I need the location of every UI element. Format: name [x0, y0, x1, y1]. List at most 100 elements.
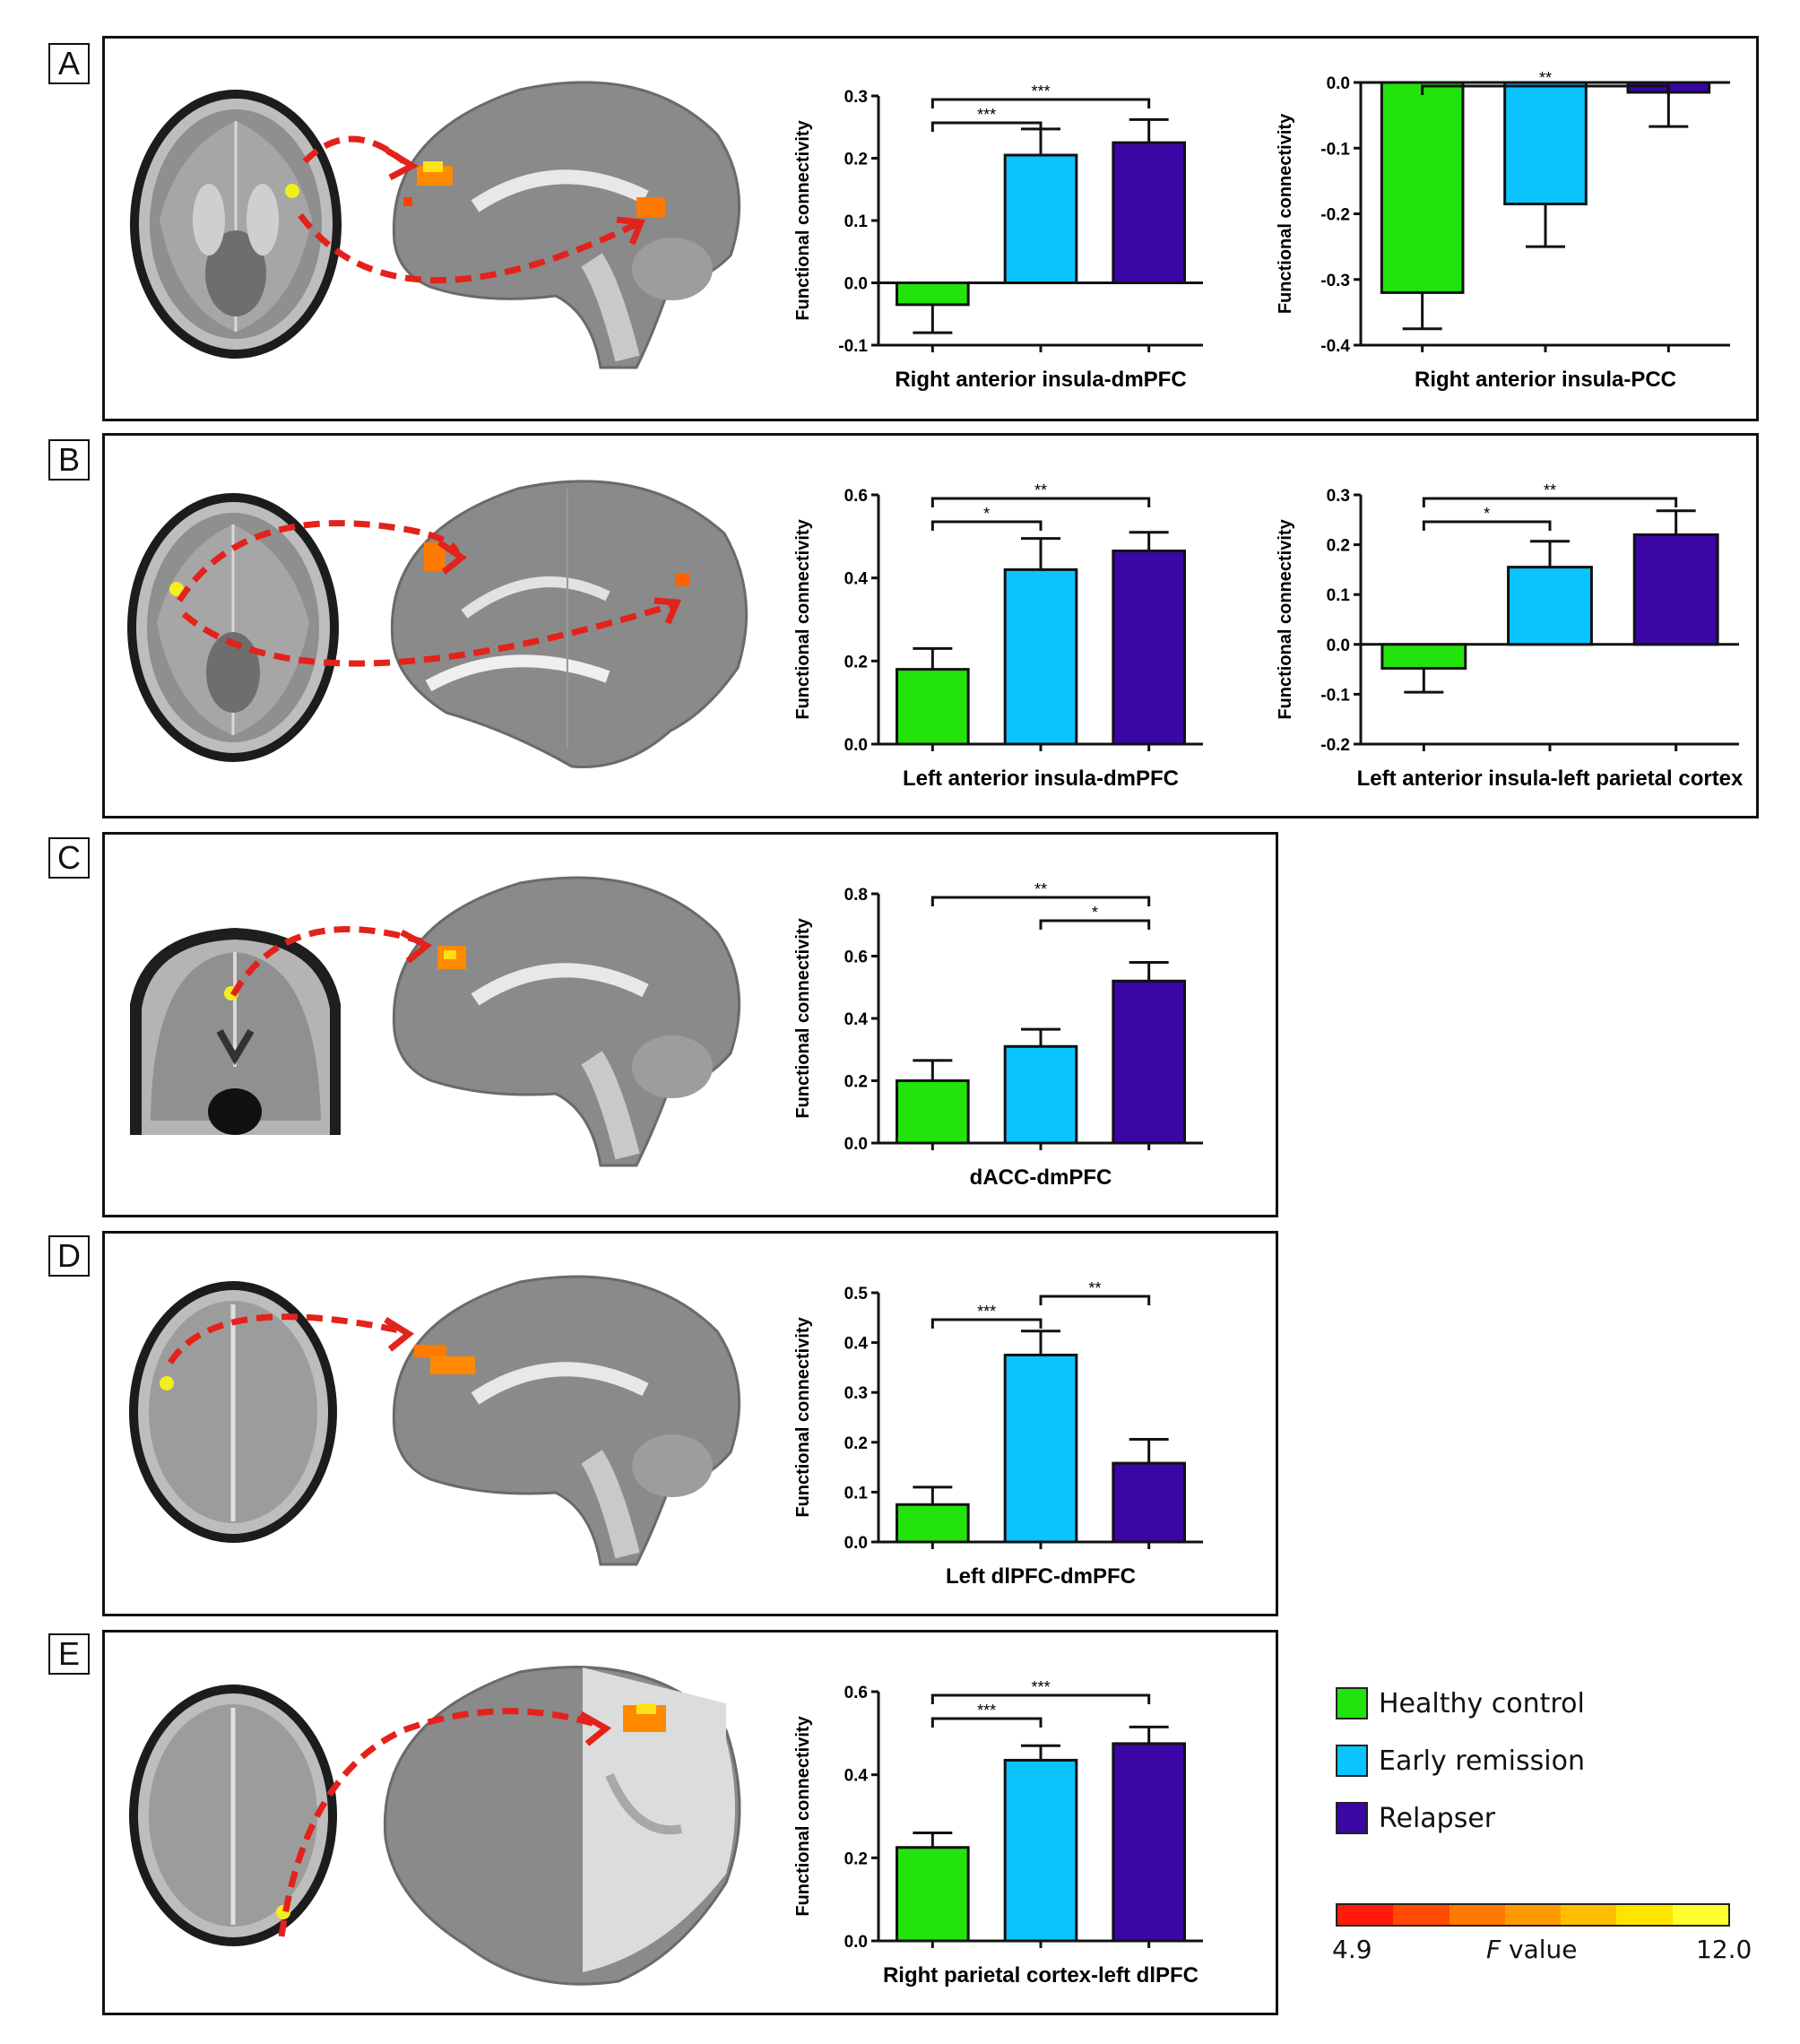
colorbar-max-label: 12.0	[1696, 1935, 1752, 1964]
y-tick-label: 0.3	[844, 88, 868, 107]
legend-label-healthy-control: Healthy control	[1379, 1687, 1585, 1719]
y-tick-label: 0.3	[1327, 487, 1350, 506]
brain-coronal-slice-c	[125, 923, 345, 1135]
seed-dot-a	[285, 184, 299, 198]
chart-d: 0.00.10.20.30.40.5*****Functional connec…	[793, 1279, 1203, 1589]
colorbar-segment	[1616, 1905, 1673, 1925]
brain-sagittal-c	[392, 876, 741, 1167]
bar-early-remission	[1003, 567, 1078, 746]
bar-relapser	[1632, 533, 1719, 646]
y-axis-label: Functional connectivity	[1276, 518, 1295, 719]
x-axis-label: Right parietal cortex-left dlPFC	[883, 1963, 1199, 1988]
y-tick-label: 0.2	[844, 1434, 868, 1453]
y-tick-label: -0.1	[1320, 686, 1350, 705]
y-tick-label: 0.8	[844, 886, 868, 905]
y-tick-label: 0.0	[844, 1534, 868, 1553]
colorbar-segment	[1561, 1905, 1617, 1925]
bar-healthy-control	[1380, 643, 1467, 670]
colorbar-title-rest: value	[1501, 1935, 1578, 1964]
significance-label: ***	[977, 1303, 996, 1321]
y-tick-label: 0.4	[844, 570, 869, 589]
y-axis-label: Functional connectivity	[793, 518, 813, 719]
y-tick-label: 0.0	[844, 275, 868, 294]
significance-bracket	[930, 1717, 1043, 1728]
colorbar-segment	[1504, 1905, 1562, 1925]
panel-label-b: B	[48, 439, 90, 481]
x-axis-label: Right anterior insula-PCC	[1415, 368, 1676, 392]
bar-early-remission	[1003, 153, 1078, 285]
arrow-a	[298, 135, 646, 283]
colorbar-segment	[1337, 1905, 1394, 1925]
significance-bracket	[1039, 919, 1151, 930]
y-tick-label: 0.2	[844, 151, 868, 169]
y-tick-label: 0.5	[844, 1285, 869, 1303]
y-tick-label: 0.4	[844, 1767, 869, 1786]
y-axis-label: Functional connectivity	[793, 1316, 813, 1517]
significance-label: *	[1092, 904, 1098, 922]
significance-label: **	[1034, 880, 1047, 898]
y-tick-label: 0.6	[844, 487, 868, 506]
brain-sagittal-b	[390, 480, 749, 768]
legend-label-early-remission: Early remission	[1379, 1745, 1585, 1777]
bar-relapser	[1112, 1742, 1186, 1943]
y-tick-label: 0.2	[844, 1849, 868, 1868]
significance-bracket	[1422, 497, 1678, 507]
bar-healthy-control	[896, 668, 970, 746]
y-tick-label: 0.0	[844, 1135, 868, 1154]
significance-label: ***	[1031, 1678, 1050, 1696]
y-tick-label: -0.1	[838, 337, 868, 356]
chart-b1: 0.00.20.40.6***Functional connectivityLe…	[793, 481, 1203, 791]
chart-a1: -0.1 0.0 0.1 0.2 0.3 *** *** Functional connect…	[793, 82, 1203, 392]
x-axis-label: Right anterior insula-dmPFC	[895, 368, 1186, 392]
brain-axial-slice-a	[130, 90, 342, 359]
arrow-b	[177, 520, 682, 667]
y-tick-label: -0.4	[1320, 337, 1350, 356]
significance-bracket	[930, 1693, 1151, 1704]
bar-healthy-control	[896, 1079, 970, 1145]
bar-healthy-control	[1380, 81, 1465, 294]
legend-item-relapser: Relapser	[1336, 1800, 1495, 1836]
y-tick-label: 0.0	[844, 736, 868, 755]
arrow-c	[229, 926, 433, 997]
significance-bracket	[930, 896, 1151, 906]
significance-label: **	[1539, 69, 1552, 87]
colorbar-segment	[1672, 1905, 1728, 1925]
y-tick-label: -0.2	[1320, 736, 1350, 755]
x-axis-label: dACC-dmPFC	[970, 1165, 1112, 1190]
brain-cutaway-e	[383, 1666, 741, 1986]
y-tick-label: 0.3	[844, 1384, 868, 1403]
y-axis-label: Functional connectivity	[1276, 113, 1295, 314]
significance-label: ***	[1031, 82, 1050, 100]
seed-dot-b	[169, 582, 184, 596]
significance-label: *	[983, 505, 990, 523]
chart-a2: -0.4 -0.3 -0.2 -0.1 0.0 ** Functional connecti…	[1276, 69, 1730, 392]
chart-c: 0.00.20.40.60.8***Functional connectivit…	[793, 880, 1203, 1190]
legend-swatch-relapser	[1336, 1802, 1368, 1834]
panel-a	[102, 36, 1759, 421]
y-axis-label: Functional connectivity	[793, 1715, 813, 1916]
bar-relapser	[1112, 1461, 1186, 1544]
panel-label-d: D	[48, 1235, 90, 1277]
arrow-d	[168, 1313, 415, 1364]
significance-bracket	[1421, 84, 1670, 95]
bar-early-remission	[1003, 1044, 1078, 1145]
y-tick-label: 0.4	[844, 1010, 869, 1029]
significance-label: **	[1088, 1279, 1101, 1297]
significance-bracket	[930, 1318, 1043, 1329]
bar-relapser	[1112, 141, 1186, 284]
significance-bracket	[1422, 520, 1552, 531]
colorbar-segment	[1449, 1905, 1505, 1925]
significance-label: *	[1484, 505, 1490, 523]
legend-swatch-early-remission	[1336, 1745, 1368, 1777]
arrow-e	[278, 1708, 612, 1937]
significance-bracket	[930, 121, 1043, 132]
bar-relapser	[1112, 979, 1186, 1145]
y-tick-label: 0.1	[844, 1484, 869, 1503]
brain-sagittal-a	[392, 81, 741, 369]
y-tick-label: 0.6	[844, 1684, 868, 1702]
y-tick-label: 0.1	[844, 212, 869, 231]
significance-label: ***	[977, 106, 996, 124]
brain-axial-slice-e	[129, 1685, 337, 1946]
bar-early-remission	[1003, 1758, 1078, 1943]
x-axis-label: Left anterior insula-left parietal corte…	[1357, 766, 1744, 791]
